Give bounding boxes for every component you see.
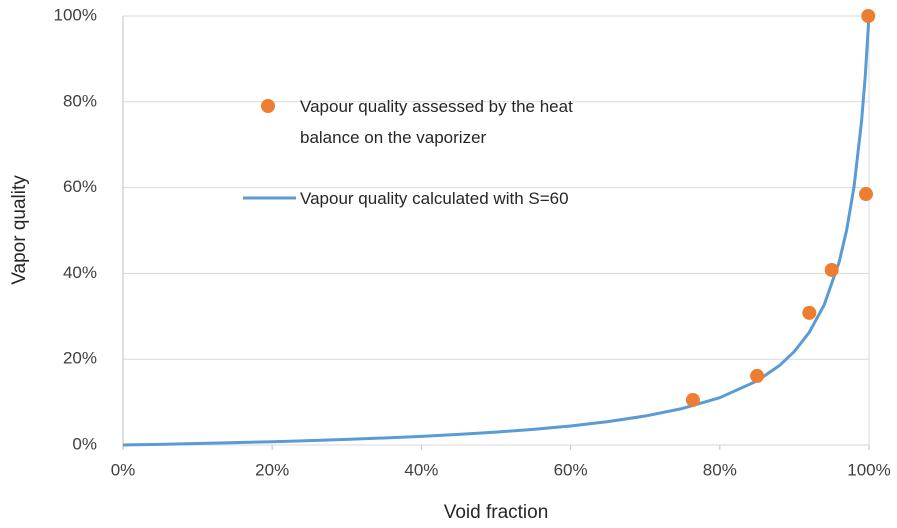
y-tick-label: 40% xyxy=(63,263,97,282)
y-tick-label: 100% xyxy=(54,5,97,24)
legend-label: Vapour quality assessed by the heat bala… xyxy=(300,97,573,147)
x-tick-label: 40% xyxy=(404,460,438,479)
scatter-point xyxy=(802,305,817,320)
legend-label: Vapour quality calculated with S=60 xyxy=(300,189,569,208)
scatter-point xyxy=(824,262,839,277)
scatter-point xyxy=(859,187,874,202)
x-axis-title: Void fraction xyxy=(444,502,549,523)
scatter-point xyxy=(685,392,700,407)
y-tick-label: 0% xyxy=(72,434,97,453)
line-series xyxy=(122,15,871,447)
y-tick-label: 20% xyxy=(63,349,97,368)
x-tick-label: 100% xyxy=(847,460,890,479)
x-tick-label: 60% xyxy=(554,460,588,479)
x-tick-label: 80% xyxy=(703,460,737,479)
y-tick-label: 80% xyxy=(63,91,97,110)
y-tick-label: 60% xyxy=(63,177,97,196)
legend-marker xyxy=(261,99,275,113)
scatter-point xyxy=(750,368,765,383)
x-tick-label: 20% xyxy=(255,460,289,479)
x-tick-label: 0% xyxy=(111,460,136,479)
y-axis-title: Vapor quality xyxy=(9,175,30,285)
scatter-point xyxy=(861,9,876,23)
